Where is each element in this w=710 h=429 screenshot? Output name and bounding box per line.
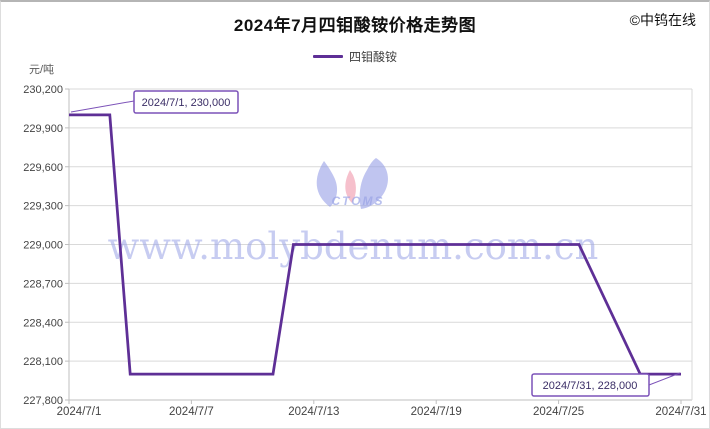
start-annotation-label: 2024/7/1, 230,000 [142, 97, 231, 109]
x-tick-label: 2024/7/25 [533, 406, 584, 418]
y-tick-label: 228,100 [23, 356, 63, 368]
end-annotation-box [531, 373, 650, 397]
ctoms-logo-pink-flame-icon [345, 170, 356, 203]
x-tick-label: 2024/7/31 [655, 406, 706, 418]
legend: 四钼酸铵 [1, 48, 709, 64]
watermark-url-text: www.molybdenum.com.cn [108, 225, 599, 268]
axes [65, 88, 693, 404]
legend-series-label: 四钼酸铵 [348, 49, 397, 64]
x-tick-label: 2024/7/1 [57, 406, 102, 418]
y-tick-label: 228,700 [23, 278, 63, 290]
price-line-series [69, 113, 681, 376]
legend-line-swatch [312, 54, 343, 58]
y-axis-unit-label: 元/吨 [29, 64, 55, 76]
y-axis-labels: 230,200 229,900 229,600 229,300 229,000 228,7… [23, 84, 63, 407]
ctoms-logo-right-flame-icon [359, 158, 388, 209]
ctoms-logo-left-flame-icon [316, 161, 338, 207]
y-tick-label: 227,800 [23, 395, 63, 407]
y-tick-label: 229,900 [23, 123, 63, 135]
watermark: CTOMS www.molybdenum.com.cn [108, 158, 599, 268]
x-tick-label: 2024/7/19 [411, 406, 462, 418]
y-tick-label: 229,000 [23, 240, 63, 252]
y-tick-label: 229,600 [23, 162, 63, 174]
x-axis-labels: 2024/7/1 2024/7/7 2024/7/13 2024/7/19 2024/7… [57, 406, 707, 418]
chart-title: 2024年7月四钼酸铵价格走势图 [233, 16, 477, 35]
end-annotation-label: 2024/7/31, 228,000 [543, 380, 638, 392]
x-tick-label: 2024/7/7 [169, 406, 214, 418]
ctoms-logo-text: CTOMS [331, 194, 384, 208]
start-annotation: 2024/7/1, 230,000 [70, 90, 239, 114]
y-tick-label: 228,400 [23, 317, 63, 329]
end-annotation: 2024/7/31, 228,000 [531, 372, 681, 397]
y-tick-label: 229,300 [23, 201, 63, 213]
gridlines [69, 88, 692, 401]
start-annotation-box [133, 90, 239, 114]
y-tick-label: 230,200 [23, 84, 63, 96]
copyright-label: ©中钨在线 [629, 12, 696, 28]
x-tick-label: 2024/7/13 [288, 406, 339, 418]
